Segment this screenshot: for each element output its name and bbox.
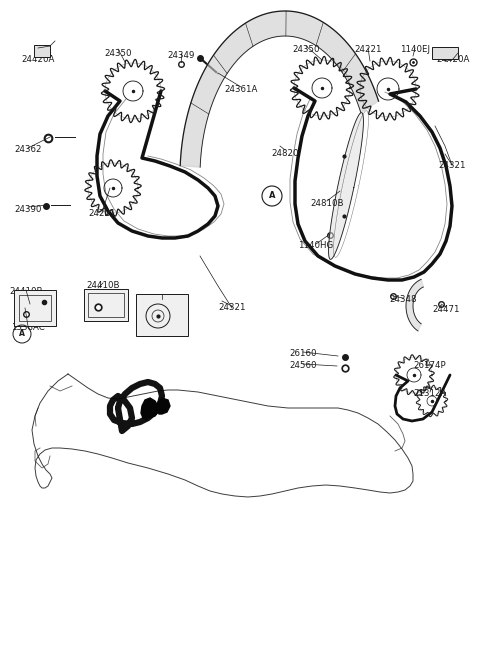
Text: 24221: 24221 bbox=[88, 209, 116, 218]
Text: 24810B: 24810B bbox=[310, 199, 344, 207]
Text: 24321: 24321 bbox=[218, 304, 246, 312]
Text: A: A bbox=[19, 329, 25, 338]
Text: 1140HG: 1140HG bbox=[299, 241, 334, 251]
FancyBboxPatch shape bbox=[34, 45, 50, 57]
Text: 1338AC: 1338AC bbox=[11, 323, 45, 333]
Text: 26174P: 26174P bbox=[414, 361, 446, 371]
Text: 24420A: 24420A bbox=[21, 56, 55, 64]
Polygon shape bbox=[141, 398, 158, 420]
Bar bbox=[84, 289, 128, 321]
Text: 21312A: 21312A bbox=[413, 390, 447, 398]
Text: 24362: 24362 bbox=[14, 146, 42, 155]
Text: 24321: 24321 bbox=[438, 161, 466, 171]
Text: 24010A: 24010A bbox=[145, 297, 179, 306]
Text: 24560: 24560 bbox=[289, 361, 317, 371]
Text: 24221: 24221 bbox=[354, 45, 382, 54]
Bar bbox=[136, 294, 188, 336]
Text: 24361A: 24361A bbox=[224, 85, 258, 94]
Text: 24471: 24471 bbox=[432, 304, 460, 314]
Polygon shape bbox=[406, 279, 423, 331]
Text: 24390: 24390 bbox=[14, 205, 42, 213]
Text: 24420A: 24420A bbox=[436, 56, 470, 64]
Bar bbox=[19, 295, 51, 321]
Text: 24349: 24349 bbox=[168, 52, 195, 60]
Bar bbox=[88, 293, 124, 317]
Text: 24410B: 24410B bbox=[9, 287, 43, 297]
Text: 24820: 24820 bbox=[271, 148, 299, 157]
Text: 24350: 24350 bbox=[292, 45, 320, 54]
Polygon shape bbox=[328, 113, 363, 259]
Text: 1140EJ: 1140EJ bbox=[400, 45, 430, 54]
Bar bbox=[14, 290, 56, 326]
Text: 24350: 24350 bbox=[104, 49, 132, 58]
Text: 24410B: 24410B bbox=[86, 281, 120, 289]
Polygon shape bbox=[157, 398, 170, 414]
Polygon shape bbox=[180, 11, 379, 167]
FancyBboxPatch shape bbox=[432, 47, 458, 59]
Text: 26160: 26160 bbox=[289, 350, 317, 358]
Text: A: A bbox=[269, 192, 275, 201]
Text: 24348: 24348 bbox=[389, 295, 417, 304]
